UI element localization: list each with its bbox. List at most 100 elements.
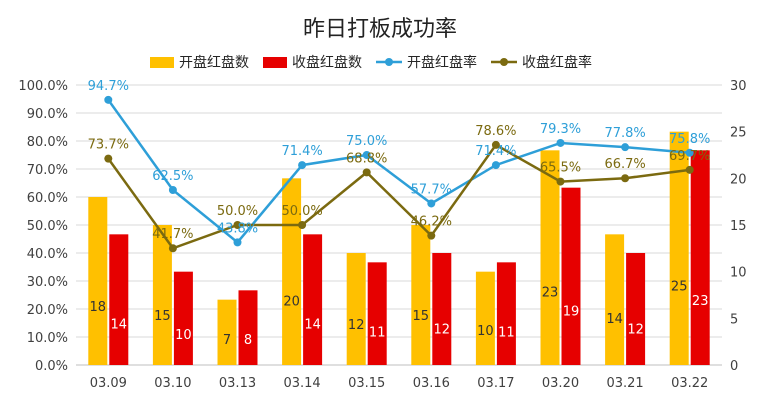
y-left-tick-label: 70.0% xyxy=(27,163,68,178)
x-tick-label: 03.21 xyxy=(606,376,643,391)
legend: 开盘红盘数 收盘红盘数 开盘红盘率 收盘红盘率 xyxy=(150,54,592,71)
line-point xyxy=(168,186,177,194)
chart-title: 昨日打板成功率 xyxy=(303,17,457,42)
bar-close xyxy=(496,262,516,365)
x-tick-label: 03.22 xyxy=(671,376,708,391)
line-point xyxy=(233,238,242,247)
y-left-tick-label: 80.0% xyxy=(27,135,68,150)
y-left-tick-label: 90.0% xyxy=(27,107,68,122)
y-right-tick-label: 20 xyxy=(730,172,747,187)
line-point xyxy=(556,177,565,186)
line-value-label: 68.8% xyxy=(346,151,387,166)
bar-open xyxy=(346,253,366,365)
line-value-label: 79.3% xyxy=(540,122,581,137)
bar-close xyxy=(626,253,646,365)
line-point xyxy=(556,138,565,147)
line-value-label: 46.2% xyxy=(411,215,452,230)
bar-open xyxy=(88,197,108,365)
bar-close xyxy=(367,262,387,365)
bar-value-label: 8 xyxy=(244,333,252,348)
y-right-tick-label: 30 xyxy=(730,79,747,94)
bar-value-label: 10 xyxy=(175,328,192,343)
bar-value-label: 20 xyxy=(283,294,300,309)
line-point xyxy=(298,161,307,170)
line-value-label: 71.4% xyxy=(475,144,516,159)
y-right-tick-label: 15 xyxy=(730,219,747,234)
bar-value-label: 25 xyxy=(671,279,688,294)
y-right-tick-label: 10 xyxy=(730,266,747,281)
bar-close xyxy=(303,234,323,365)
bar-close xyxy=(238,290,258,365)
line-point xyxy=(104,154,113,163)
bar-open xyxy=(605,234,625,365)
bar-close xyxy=(561,187,581,365)
bar-value-label: 11 xyxy=(369,325,386,340)
bar-close xyxy=(109,234,129,365)
legend-label: 收盘红盘率 xyxy=(522,54,592,71)
line-value-label: 62.5% xyxy=(152,169,193,184)
bar-value-label: 19 xyxy=(563,304,580,319)
bar-value-label: 18 xyxy=(90,300,107,315)
bar-value-label: 12 xyxy=(627,323,644,338)
line-point xyxy=(621,143,630,152)
bar-open xyxy=(411,225,431,365)
y-axis-right: 0 5 10 15 20 25 30 xyxy=(730,79,747,374)
line-value-label: 71.4% xyxy=(281,144,322,159)
line-value-label: 41.7% xyxy=(152,227,193,242)
bar-close xyxy=(432,253,452,365)
line-value-label: 77.8% xyxy=(604,126,645,141)
x-tick-label: 03.15 xyxy=(348,376,385,391)
bar-value-label: 12 xyxy=(348,318,365,333)
line-value-label: 66.7% xyxy=(604,157,645,172)
bar-open xyxy=(540,150,560,365)
bar-close xyxy=(690,150,710,365)
x-tick-label: 03.16 xyxy=(413,376,450,391)
y-left-tick-label: 40.0% xyxy=(27,247,68,262)
y-left-tick-label: 60.0% xyxy=(27,191,68,206)
bar-value-label: 15 xyxy=(413,309,430,324)
line-value-label: 75.8% xyxy=(669,132,710,147)
bar-open xyxy=(152,225,172,365)
x-axis: 03.09 03.10 03.13 03.14 03.15 03.16 03.17 03.20… xyxy=(76,364,722,391)
line-point xyxy=(233,221,242,229)
legend-marker xyxy=(500,58,508,66)
y-axis-left: 0.0% 10.0% 20.0% 30.0% 40.0% 50.0% 60.0% 70.0% 8… xyxy=(18,79,68,374)
series-line-open-rate xyxy=(107,99,690,245)
line-point xyxy=(621,174,630,183)
bar-value-label: 10 xyxy=(477,324,494,339)
y-left-tick-label: 20.0% xyxy=(27,303,68,318)
y-right-tick-label: 0 xyxy=(730,359,738,374)
line-value-label: 75.0% xyxy=(346,134,387,149)
line-point xyxy=(685,148,694,157)
x-tick-label: 03.10 xyxy=(154,376,191,391)
data-labels: 18 15 7 20 12 15 10 23 14 25 14 10 8 14 11 12 11 19 12 23 94… xyxy=(88,79,711,348)
bar-open xyxy=(475,271,495,365)
bar-open xyxy=(669,131,689,365)
line-value-label: 50.0% xyxy=(281,204,322,219)
legend-label: 开盘红盘数 xyxy=(179,54,249,71)
line-point xyxy=(427,231,436,240)
line-value-label: 57.7% xyxy=(411,182,452,197)
bar-value-label: 14 xyxy=(304,317,321,332)
bar-value-label: 14 xyxy=(606,312,623,327)
x-tick-label: 03.17 xyxy=(477,376,514,391)
line-value-label: 78.6% xyxy=(475,124,516,139)
line-value-label: 69.7% xyxy=(669,149,710,164)
bar-value-label: 23 xyxy=(542,285,559,300)
x-tick-label: 03.14 xyxy=(283,376,320,391)
bar-value-label: 7 xyxy=(223,333,231,348)
y-right-tick-label: 25 xyxy=(730,126,747,141)
lines xyxy=(104,95,694,253)
legend-label: 开盘红盘率 xyxy=(407,54,477,71)
y-left-tick-label: 100.0% xyxy=(18,79,68,94)
bar-value-label: 14 xyxy=(111,317,128,332)
line-point xyxy=(685,165,694,174)
line-value-label: 50.0% xyxy=(217,204,258,219)
y-right-tick-label: 5 xyxy=(730,312,738,327)
line-point xyxy=(362,168,371,177)
bar-open xyxy=(217,299,237,365)
line-point xyxy=(362,151,371,159)
line-point xyxy=(427,199,436,208)
x-tick-label: 03.09 xyxy=(90,376,127,391)
